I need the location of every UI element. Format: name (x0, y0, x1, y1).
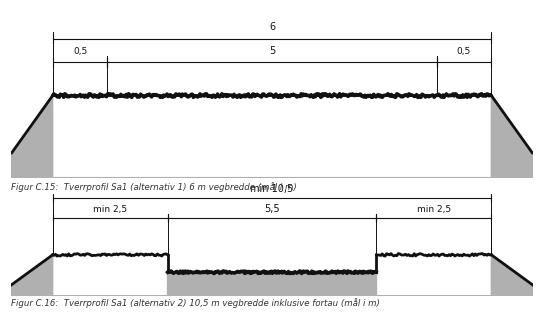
Text: 0,5: 0,5 (457, 47, 471, 56)
Polygon shape (11, 95, 533, 178)
Text: 6: 6 (269, 22, 275, 32)
Text: min 10,5: min 10,5 (250, 184, 294, 194)
Text: Figur C.16:  Tverrprofil Sa1 (alternativ 2) 10,5 m vegbredde inklusive fortau (m: Figur C.16: Tverrprofil Sa1 (alternativ … (11, 298, 380, 308)
Text: Figur C.15:  Tverrprofil Sa1 (alternativ 1) 6 m vegbredde (mål i m): Figur C.15: Tverrprofil Sa1 (alternativ … (11, 183, 296, 192)
Text: 5: 5 (269, 46, 275, 56)
Text: min 2,5: min 2,5 (93, 205, 127, 214)
Text: 5,5: 5,5 (264, 204, 280, 214)
Text: min 2,5: min 2,5 (417, 205, 451, 214)
Polygon shape (11, 255, 533, 296)
Text: 0,5: 0,5 (73, 47, 87, 56)
